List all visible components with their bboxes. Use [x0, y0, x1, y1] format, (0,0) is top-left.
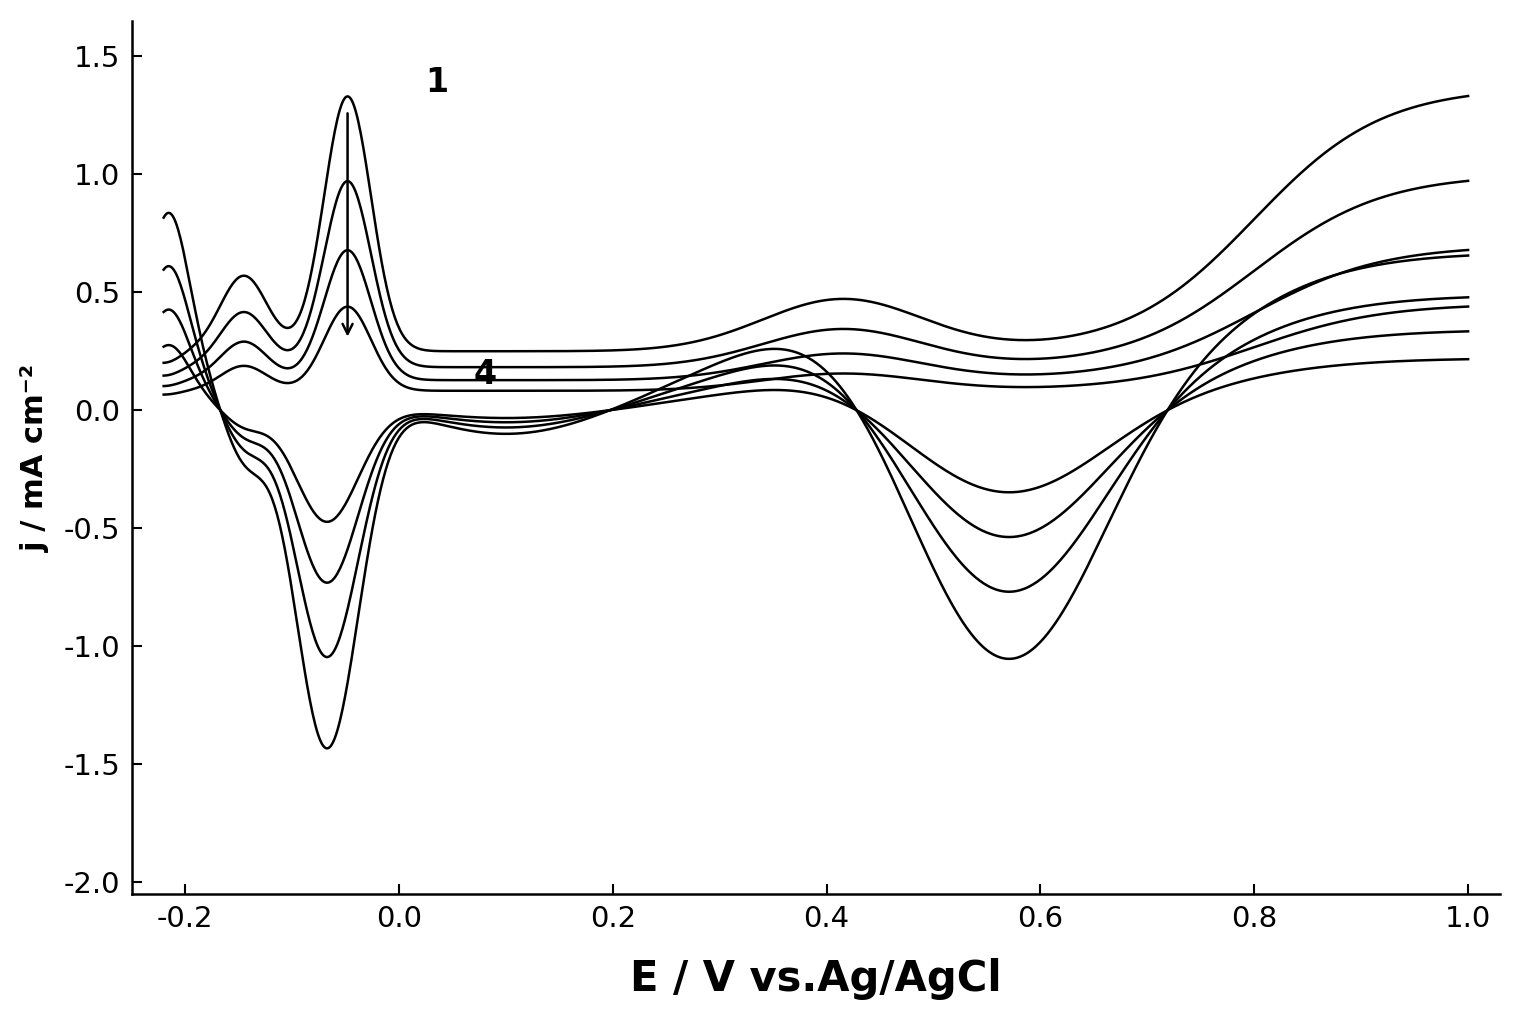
- Y-axis label: j / mA cm⁻²: j / mA cm⁻²: [21, 363, 50, 551]
- Text: 4: 4: [473, 358, 497, 391]
- Text: 1: 1: [426, 65, 449, 99]
- X-axis label: E / V vs.Ag/AgCl: E / V vs.Ag/AgCl: [630, 958, 1002, 1001]
